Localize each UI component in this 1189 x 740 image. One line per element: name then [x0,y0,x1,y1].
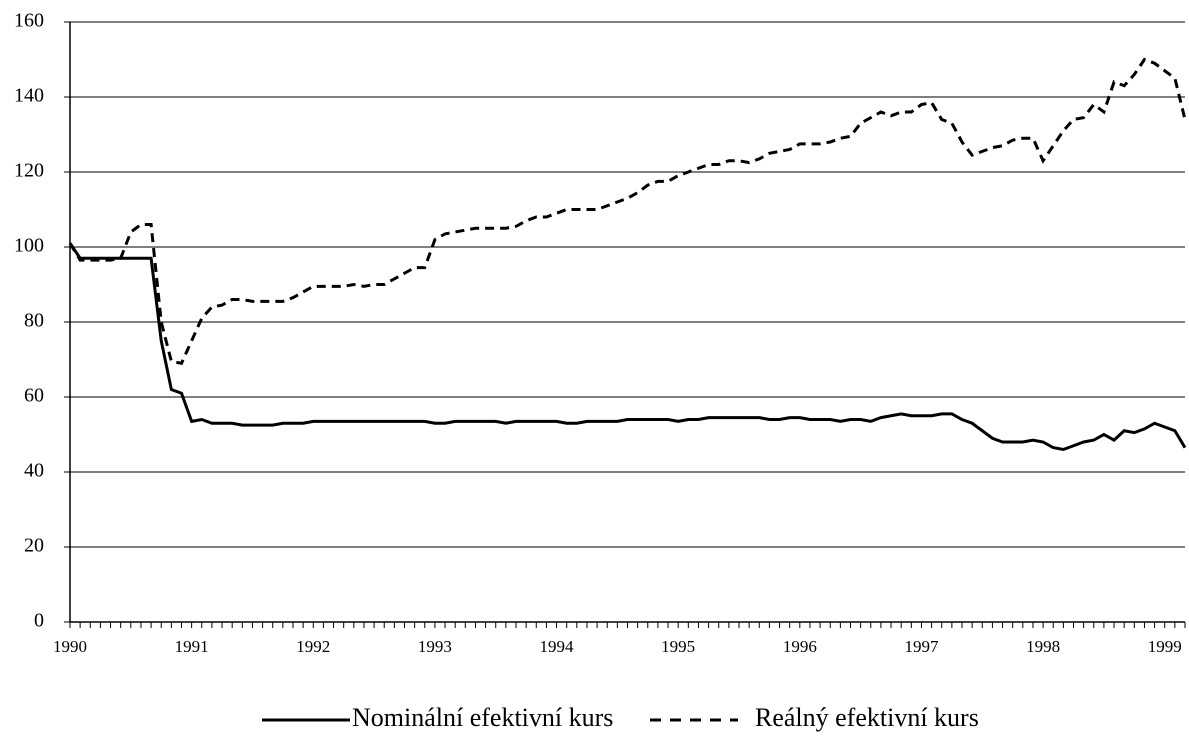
x-tick-label: 1999 [1148,637,1182,656]
x-tick-label: 1998 [1026,637,1060,656]
legend-label: Reálný efektivní kurs [755,703,979,732]
y-tick-label: 20 [24,535,44,557]
legend-label: Nominální efektivní kurs [352,703,613,732]
series-line [68,57,1187,365]
y-tick-label: 140 [14,85,44,107]
x-tick-label: 1992 [296,637,330,656]
series-line [68,242,1187,452]
y-tick-label: 160 [14,10,44,32]
x-tick-label: 1990 [53,637,87,656]
x-tick-label: 1994 [540,637,575,656]
x-tick-label: 1993 [418,637,452,656]
y-tick-label: 100 [14,235,44,257]
x-tick-label: 1997 [904,637,939,656]
y-tick-label: 60 [24,385,44,407]
x-tick-label: 1995 [661,637,695,656]
x-tick-label: 1996 [783,637,817,656]
y-tick-label: 80 [24,310,44,332]
y-tick-label: 0 [34,610,44,632]
y-tick-label: 120 [14,160,44,182]
y-tick-label: 40 [24,460,44,482]
x-tick-label: 1991 [175,637,209,656]
